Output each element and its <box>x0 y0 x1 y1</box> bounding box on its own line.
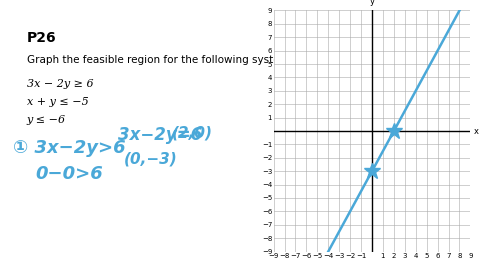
Text: y ≤ −6: y ≤ −6 <box>27 115 66 125</box>
Text: 0−0>6: 0−0>6 <box>35 165 103 183</box>
Text: (0,−3): (0,−3) <box>124 152 178 167</box>
Text: x + y ≤ −5: x + y ≤ −5 <box>27 97 89 107</box>
Text: ① 3x−2y>6: ① 3x−2y>6 <box>13 139 126 157</box>
Text: 3x−2y=6: 3x−2y=6 <box>118 126 203 144</box>
Text: (2,0): (2,0) <box>172 126 213 141</box>
Text: Graph the feasible region for the following system:: Graph the feasible region for the follow… <box>27 55 293 65</box>
Text: y: y <box>370 0 374 7</box>
Text: P26: P26 <box>27 31 57 45</box>
Text: 3x − 2y ≥ 6: 3x − 2y ≥ 6 <box>27 79 94 89</box>
Text: x: x <box>474 127 479 135</box>
